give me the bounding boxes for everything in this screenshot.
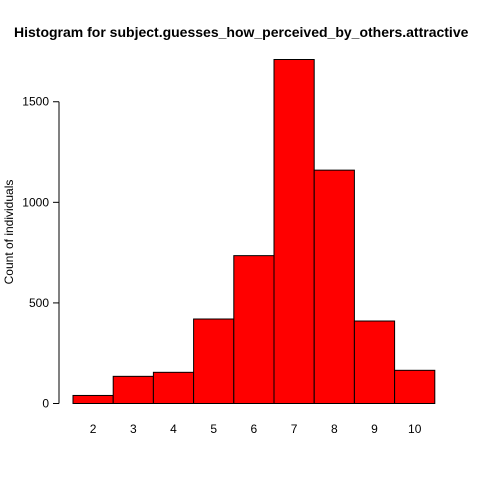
bar-4 xyxy=(152,371,195,405)
bar-6 xyxy=(233,255,275,404)
y-axis-label: Count of individuals xyxy=(2,180,16,285)
x-axis-labels: 2 3 4 5 6 7 8 9 10 xyxy=(90,422,422,436)
y-tick-label: 1500 xyxy=(22,95,49,109)
bar-8 xyxy=(313,169,355,404)
x-tick-label: 9 xyxy=(371,422,378,436)
bar-7 xyxy=(273,59,315,404)
x-tick-label: 7 xyxy=(291,422,298,436)
y-tick-label: 1000 xyxy=(22,195,49,209)
x-tick-label: 8 xyxy=(331,422,338,436)
y-axis: 0 500 1000 1500 xyxy=(22,95,60,411)
x-tick-label: 6 xyxy=(251,422,258,436)
y-tick-label: 0 xyxy=(42,397,49,411)
bar-10 xyxy=(394,369,436,404)
y-tick-label: 500 xyxy=(29,296,49,310)
bars-group xyxy=(72,59,436,405)
x-tick-label: 3 xyxy=(130,422,137,436)
x-tick-label: 2 xyxy=(90,422,97,436)
bar-5 xyxy=(193,318,235,404)
bar-3 xyxy=(112,375,154,404)
chart-title: Histogram for subject.guesses_how_percei… xyxy=(14,24,469,40)
x-tick-label: 4 xyxy=(170,422,177,436)
x-tick-label: 10 xyxy=(408,422,422,436)
bar-2 xyxy=(72,394,114,404)
x-tick-label: 5 xyxy=(210,422,217,436)
bar-9 xyxy=(353,320,396,405)
